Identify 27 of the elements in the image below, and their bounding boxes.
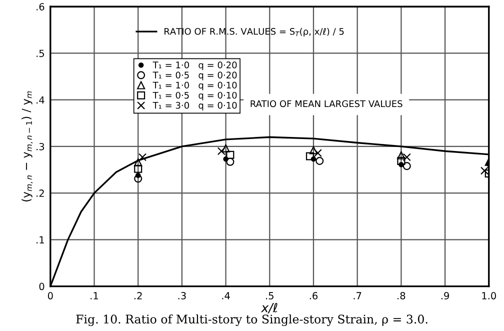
- x-tick-label: .7: [354, 292, 362, 300]
- y-tick-label: .4: [36, 96, 44, 104]
- x-tick-label: .2: [134, 292, 142, 300]
- y-tick-label: .1: [36, 236, 44, 244]
- x-tick-label: .3: [178, 292, 186, 300]
- x-tick-label: .5: [266, 292, 274, 300]
- x-tick-label: .6: [310, 292, 318, 300]
- legend-label: T₁ = 1·0 q = 0·10: [152, 82, 237, 90]
- x-tick-label: .8: [398, 292, 406, 300]
- x-tick-label: .1: [90, 292, 98, 300]
- annotation: RATIO OF MEAN LARGEST VALUES: [250, 100, 402, 108]
- x-tick-label: 0: [48, 292, 53, 300]
- legend-label: T₁ = 1·0 q = 0·20: [152, 62, 237, 70]
- y-axis-title: (y$_{m,n}$ − y$_{m,n−1}$) / y$_{m}$: [22, 91, 33, 202]
- x-tick-label: .9: [441, 292, 449, 300]
- x-axis-title: x/ℓ: [260, 302, 278, 314]
- y-tick-label: .2: [36, 190, 44, 197]
- y-tick-label: .3: [36, 142, 44, 150]
- y-tick-label: .6: [36, 3, 44, 10]
- x-tick-label: .4: [222, 292, 230, 300]
- legend-label: T₁ = 0·5 q = 0·10: [152, 92, 237, 100]
- legend-label: T₁ = 3·0 q = 0·10: [152, 102, 237, 110]
- x-tick-label: 1.0: [482, 292, 496, 300]
- legend-label: T₁ = 0·5 q = 0·20: [152, 72, 237, 80]
- caption: Fig. 10. Ratio of Multi-story to Single-story Strain, ρ = 3.0.: [76, 314, 428, 326]
- y-tick-label: .5: [36, 50, 44, 58]
- y-tick-label: 0: [39, 282, 44, 290]
